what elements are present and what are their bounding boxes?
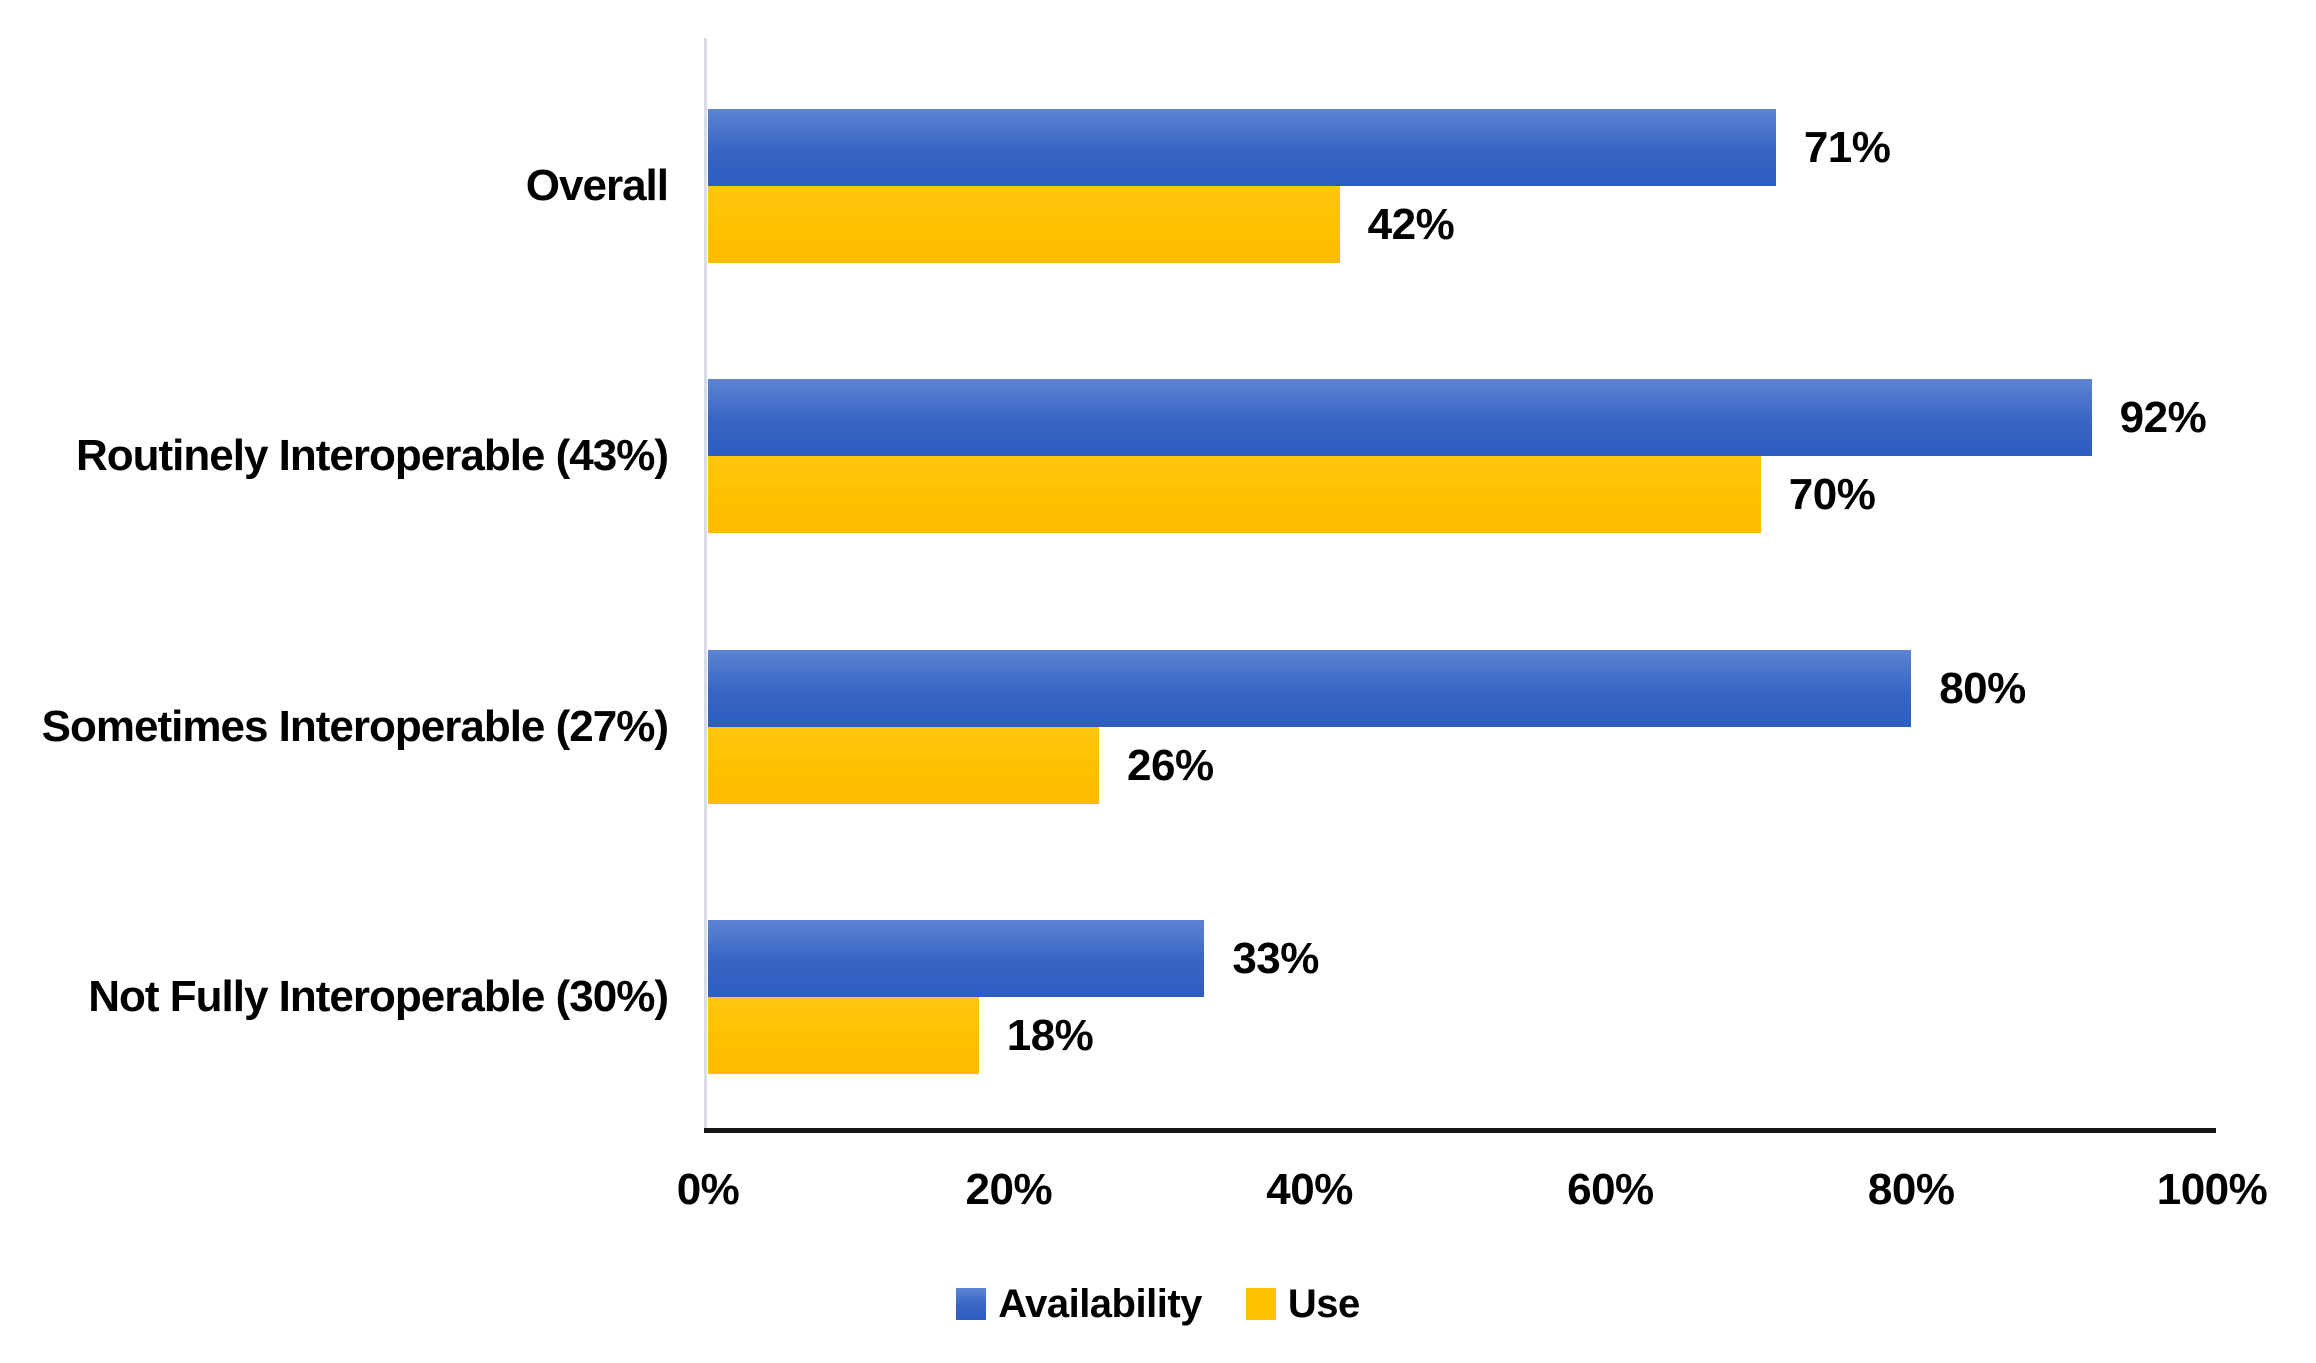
value-label-availability-not-fully-interoperable-30: 33% <box>1232 933 1319 983</box>
legend-label-use: Use <box>1287 1281 1360 1326</box>
x-tick-20: 20% <box>965 1165 1053 1214</box>
category-label-routinely-interoperable-43: Routinely Interoperable (43%) <box>75 431 669 481</box>
bar-use-sometimes-interoperable-27 <box>708 726 1100 804</box>
legend-swatch-availability <box>956 1288 987 1320</box>
legend-label-availability: Availability <box>998 1281 1202 1326</box>
value-label-use-sometimes-interoperable-27: 26% <box>1127 740 1214 790</box>
category-axis-line <box>704 38 707 1130</box>
bar-use-not-fully-interoperable-30 <box>708 996 979 1074</box>
category-label-not-fully-interoperable-30: Not Fully Interoperable (30%) <box>88 971 669 1021</box>
legend-item-availability: Availability <box>956 1282 1202 1327</box>
x-tick-0: 0% <box>676 1165 740 1214</box>
bar-availability-overall <box>708 109 1776 186</box>
bar-availability-routinely-interoperable-43 <box>708 379 2092 457</box>
category-label-overall: Overall <box>525 161 669 210</box>
legend: Availability Use <box>0 1272 2316 1336</box>
bar-use-overall <box>708 186 1340 263</box>
x-tick-100: 100% <box>2156 1165 2268 1214</box>
value-label-availability-sometimes-interoperable-27: 80% <box>1939 663 2026 713</box>
category-label-sometimes-interoperable-27: Sometimes Interoperable (27%) <box>41 701 669 751</box>
value-label-use-not-fully-interoperable-30: 18% <box>1006 1010 1094 1060</box>
value-label-use-overall: 42% <box>1367 200 1455 249</box>
x-tick-60: 60% <box>1567 1165 1654 1214</box>
bar-use-routinely-interoperable-43 <box>708 456 1761 534</box>
bar-availability-not-fully-interoperable-30 <box>708 919 1205 997</box>
x-tick-40: 40% <box>1266 1165 1353 1214</box>
value-label-availability-overall: 71% <box>1803 123 1891 172</box>
legend-swatch-use <box>1245 1288 1276 1320</box>
x-tick-80: 80% <box>1867 1165 1955 1214</box>
value-label-availability-routinely-interoperable-43: 92% <box>2119 393 2207 443</box>
legend-item-use: Use <box>1245 1281 1360 1327</box>
bar-availability-sometimes-interoperable-27 <box>708 649 1912 727</box>
value-label-use-routinely-interoperable-43: 70% <box>1788 470 1876 520</box>
value-axis-line <box>704 1128 2216 1133</box>
